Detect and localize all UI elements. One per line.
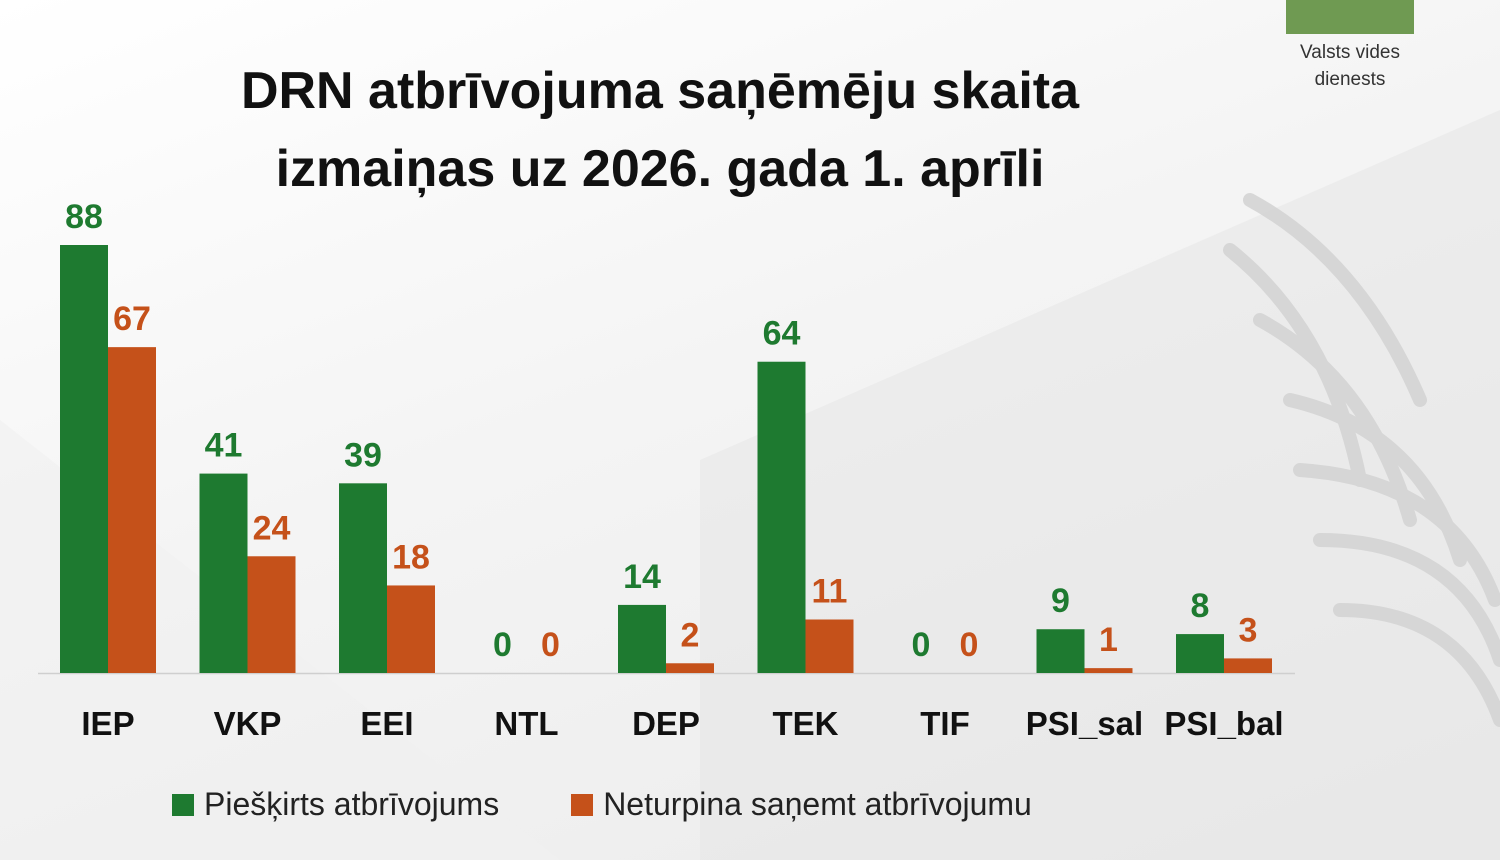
chart-legend: Piešķirts atbrīvojums Neturpina saņemt a… [172,786,1104,823]
data-label-discontinued-psi_bal: 3 [1239,611,1258,649]
bar-discontinued-psi_bal [1224,658,1272,673]
title-line-1: DRN atbrīvojuma saņēmēju skaita [240,62,1080,120]
bar-granted-iep [60,245,108,673]
x-tick-label-eei: EEI [360,705,413,742]
data-label-discontinued-iep: 67 [113,300,151,338]
legend-label-granted: Piešķirts atbrīvojums [204,786,500,822]
bar-discontinued-tek [805,619,854,673]
x-tick-label-dep: DEP [632,705,700,742]
data-label-discontinued-psi_sal: 1 [1099,621,1118,659]
bar-granted-psi_sal [1036,629,1085,673]
data-label-granted-dep: 14 [623,558,661,596]
data-label-granted-tek: 64 [763,315,801,353]
x-tick-label-psi_bal: PSI_bal [1164,705,1283,742]
legend-item-discontinued: Neturpina saņemt atbrīvojumu [571,786,1032,823]
data-label-granted-psi_bal: 8 [1191,587,1210,625]
x-tick-label-psi_sal: PSI_sal [1026,705,1143,742]
data-label-discontinued-tek: 11 [812,573,848,611]
bar-discontinued-eei [387,585,435,673]
legend-label-discontinued: Neturpina saņemt atbrīvojumu [603,786,1032,822]
data-label-granted-tif: 0 [912,626,931,664]
data-label-discontinued-tif: 0 [960,626,979,664]
data-label-granted-ntl: 0 [493,626,512,664]
logo-text: Valsts vides dienests [1284,39,1416,93]
legend-item-granted: Piešķirts atbrīvojums [172,786,499,823]
x-tick-label-tif: TIF [920,705,969,742]
data-label-granted-eei: 39 [344,436,382,474]
logo-line-2: dienests [1314,69,1386,90]
data-label-discontinued-dep: 2 [681,616,700,654]
bar-discontinued-psi_sal [1084,668,1133,673]
x-tick-label-iep: IEP [81,705,134,742]
agency-logo: Valsts vides dienests [1284,0,1416,93]
data-label-granted-vkp: 41 [205,427,243,465]
logo-block [1286,0,1414,34]
x-tick-label-vkp: VKP [214,705,282,742]
title-line-2: izmaiņas uz 2026. gada 1. aprīli [275,140,1045,198]
bar-granted-psi_bal [1176,634,1224,673]
bar-granted-dep [618,604,666,673]
data-label-discontinued-eei: 18 [392,538,430,576]
x-tick-label-ntl: NTL [494,705,558,742]
legend-swatch-granted [172,793,194,816]
bar-granted-tek [757,361,806,673]
bar-discontinued-dep [666,663,714,673]
data-label-discontinued-vkp: 24 [253,509,291,547]
bar-granted-eei [339,483,387,673]
x-tick-label-tek: TEK [773,705,839,742]
bar-discontinued-vkp [247,556,296,673]
legend-swatch-discontinued [571,793,594,816]
data-label-discontinued-ntl: 0 [541,626,560,664]
bar-granted-vkp [199,473,248,673]
data-label-granted-iep: 88 [65,198,103,236]
bar-discontinued-iep [108,347,156,673]
page-title: DRN atbrīvojuma saņēmēju skaita izmaiņas… [120,52,1200,208]
logo-line-1: Valsts vides [1300,42,1400,63]
data-label-granted-psi_sal: 9 [1051,582,1070,620]
